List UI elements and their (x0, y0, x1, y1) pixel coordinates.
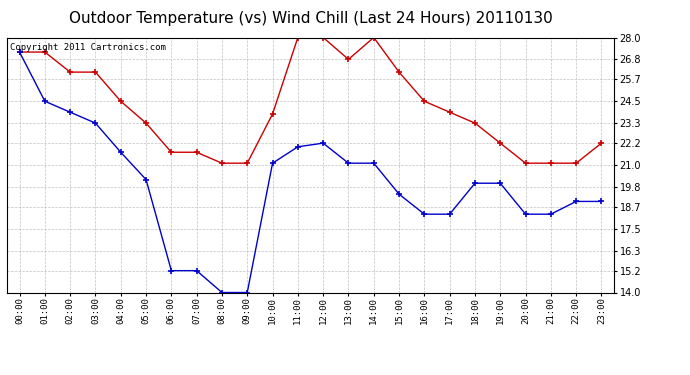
Text: Copyright 2011 Cartronics.com: Copyright 2011 Cartronics.com (10, 43, 166, 52)
Text: Outdoor Temperature (vs) Wind Chill (Last 24 Hours) 20110130: Outdoor Temperature (vs) Wind Chill (Las… (68, 11, 553, 26)
